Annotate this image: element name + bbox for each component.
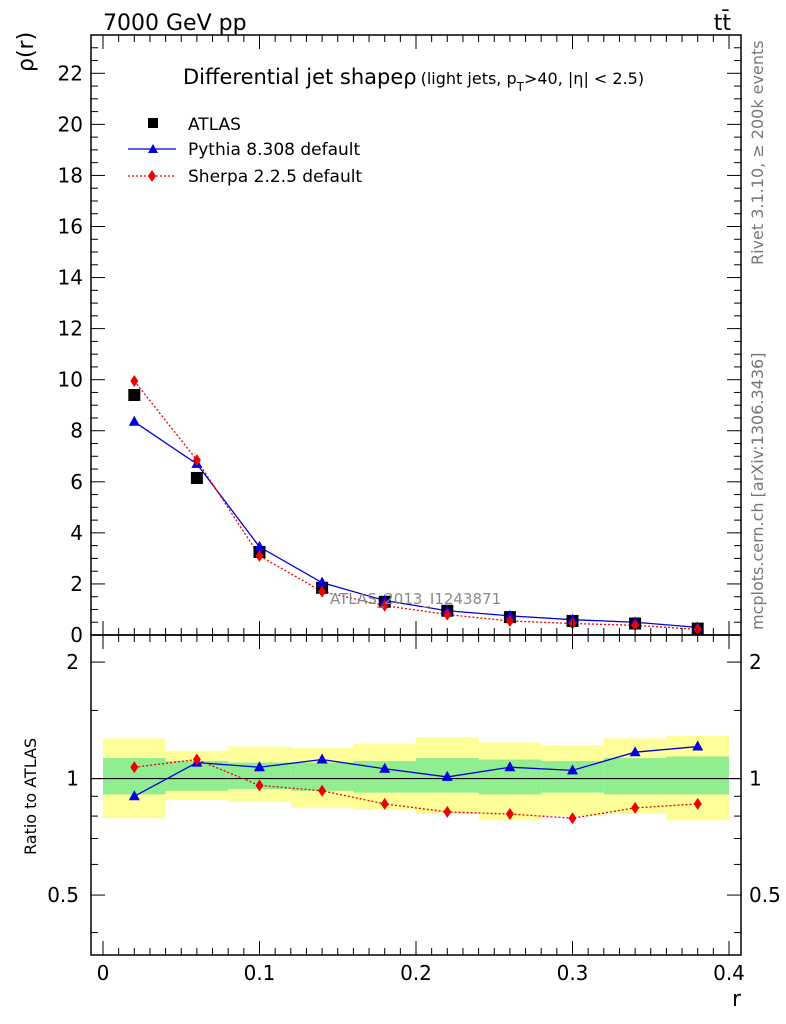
ratio-point-1-1 — [192, 753, 201, 766]
main-series-line-1 — [133, 421, 698, 628]
chart-title-sub-T: T — [516, 80, 525, 94]
legend: ATLAS Pythia 8.308 default Sherpa 2.2.5 … — [128, 115, 362, 187]
ratio-y-tick-label-right-0: 0.5 — [749, 883, 781, 907]
ratio-point-0-0 — [128, 790, 140, 801]
ratio-point-0-8 — [629, 746, 641, 757]
legend-label-atlas: ATLAS — [188, 115, 241, 135]
x-tick-label-1: 0.1 — [244, 961, 276, 985]
ratio-point-1-2 — [255, 779, 264, 792]
ratio-point-1-4 — [380, 797, 389, 810]
ratio-point-1-3 — [318, 784, 327, 797]
x-tick-label-2: 0.2 — [400, 961, 432, 985]
ratio-y-axis-label: Ratio to ATLAS — [21, 738, 40, 855]
ratio-point-1-9 — [693, 797, 702, 810]
main-y-tick-label-6: 12 — [58, 317, 83, 341]
x-axis-label: r — [732, 987, 742, 1012]
main-y-tick-label-2: 4 — [70, 521, 83, 545]
main-point-2-1 — [192, 454, 201, 467]
ratio-point-0-6 — [504, 761, 516, 772]
main-y-tick-label-8: 16 — [58, 214, 83, 238]
main-y-tick-label-11: 22 — [58, 61, 83, 85]
x-tick-label-3: 0.3 — [557, 961, 589, 985]
legend-marker-sherpa — [148, 170, 156, 182]
mcplots-label: mcplots.cern.ch [arXiv:1306.3436] — [748, 353, 767, 630]
ratio-point-1-7 — [568, 812, 577, 825]
main-y-tick-label-5: 10 — [58, 368, 83, 392]
main-point-1-0 — [128, 415, 140, 426]
main-y-tick-label-0: 0 — [70, 623, 83, 647]
main-point-2-3 — [318, 585, 327, 598]
legend-label-pythia: Pythia 8.308 default — [188, 140, 361, 160]
ratio-y-tick-label-right-2: 2 — [749, 650, 762, 674]
legend-marker-pythia — [148, 144, 158, 153]
x-tick-label-0: 0 — [97, 961, 110, 985]
ratio-y-tick-label-right-1: 1 — [749, 767, 762, 791]
main-point-2-6 — [505, 614, 514, 627]
main-point-1-3 — [316, 576, 328, 587]
main-point-2-8 — [631, 619, 640, 632]
legend-marker-atlas — [148, 118, 158, 128]
main-y-tick-label-10: 20 — [58, 112, 83, 136]
ratio-point-1-0 — [130, 761, 139, 774]
main-point-1-4 — [379, 594, 391, 605]
main-y-axis-label: ρ(r) — [14, 32, 39, 72]
process-label: tt̄ — [714, 10, 732, 36]
ratio-point-0-9 — [692, 740, 704, 751]
main-y-tick-label-7: 14 — [58, 266, 83, 290]
chart-title-sub: (light jets, p — [421, 69, 517, 88]
main-point-1-6 — [504, 609, 516, 620]
ratio-band-inner-9 — [666, 756, 729, 795]
ratio-band-inner-8 — [603, 758, 667, 795]
main-y-tick-label-3: 6 — [70, 470, 83, 494]
ratio-point-0-7 — [567, 764, 578, 775]
ratio-point-1-5 — [443, 805, 452, 818]
ratio-y-tick-label-1: 1 — [66, 767, 79, 791]
chart-title-sub-rest: >40, |η| < 2.5) — [524, 69, 644, 88]
chart-title-main: Differential jet shapeρ — [183, 65, 417, 89]
main-point-1-2 — [254, 540, 265, 551]
ratio-y-tick-label-0: 0.5 — [47, 883, 79, 907]
ratio-point-0-4 — [379, 762, 391, 773]
ratio-y-tick-label-2: 2 — [66, 650, 79, 674]
main-y-tick-label-4: 8 — [70, 419, 83, 443]
ratio-point-1-6 — [505, 807, 514, 820]
ratio-point-1-8 — [631, 801, 640, 814]
main-point-2-0 — [130, 374, 139, 387]
analysis-watermark: ATLAS_2013_I1243871 — [330, 590, 501, 609]
ratio-series-line-0 — [133, 745, 698, 797]
main-point-2-4 — [380, 599, 389, 612]
energy-label: 7000 GeV pp — [103, 11, 247, 36]
main-point-0-0 — [128, 389, 141, 401]
rivet-label: Rivet 3.1.10, ≥ 200k events — [748, 40, 767, 265]
main-point-2-2 — [255, 549, 264, 562]
ratio-point-0-2 — [254, 761, 265, 772]
ratio-point-0-3 — [316, 753, 328, 764]
main-point-2-5 — [443, 608, 452, 621]
ratio-point-0-5 — [441, 770, 453, 781]
chart-title: Differential jet shapeρ (light jets, pT>4… — [183, 65, 644, 94]
main-y-tick-label-1: 2 — [70, 572, 83, 596]
main-y-tick-label-9: 18 — [58, 163, 83, 187]
ratio-series-line-1 — [134, 758, 698, 819]
x-tick-label-4: 0.4 — [713, 961, 745, 985]
legend-label-sherpa: Sherpa 2.2.5 default — [188, 167, 362, 187]
main-point-0-1 — [190, 471, 203, 484]
